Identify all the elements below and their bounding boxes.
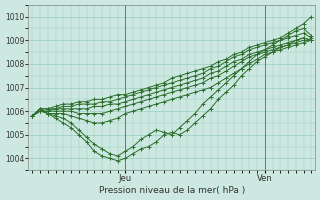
X-axis label: Pression niveau de la mer( hPa ): Pression niveau de la mer( hPa ): [99, 186, 245, 195]
